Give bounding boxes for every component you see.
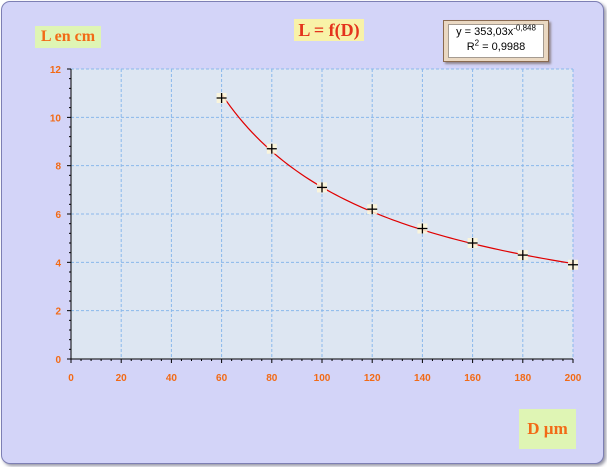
- x-tick-label: 20: [116, 373, 128, 384]
- y-tick-label: 8: [55, 162, 61, 173]
- x-tick-label: 140: [414, 373, 431, 384]
- y-tick-label: 2: [55, 307, 61, 318]
- x-tick-label: 120: [364, 373, 381, 384]
- r-squared-label: R: [466, 41, 475, 53]
- y-tick-label: 12: [50, 65, 62, 76]
- x-tick-label: 80: [266, 373, 278, 384]
- y-tick-label: 0: [55, 355, 61, 366]
- chart-title: L = f(D): [294, 19, 364, 41]
- equation-text: y = 353,03x: [456, 26, 514, 38]
- equation-line: y = 353,03x-0,848: [449, 23, 543, 40]
- y-tick-label: 10: [50, 113, 62, 124]
- x-tick-label: 60: [216, 373, 228, 384]
- tick-labels: 0 20 40 60 80 100 120 140 160 180 200 0 2 4 6 8 10 12: [50, 65, 582, 384]
- data-point: [467, 238, 478, 248]
- x-tick-label: 160: [464, 373, 481, 384]
- x-axis-label: D µm: [519, 409, 576, 449]
- x-tick-label: 180: [514, 373, 531, 384]
- data-points: [216, 93, 578, 270]
- x-tick-label: 0: [68, 373, 74, 384]
- y-tick-label: 4: [55, 258, 61, 269]
- data-point: [417, 223, 428, 234]
- trendline-curve: [221, 93, 574, 265]
- axes: [67, 68, 574, 363]
- trendline-equation: y = 353,03x-0,848 R2 = 0,9988: [448, 24, 544, 58]
- data-point: [216, 93, 227, 103]
- r-squared-value: = 0,9988: [479, 41, 526, 53]
- data-point: [517, 250, 528, 261]
- y-tick-label: 6: [55, 210, 61, 221]
- x-tick-label: 200: [565, 373, 582, 384]
- equation-exponent: -0,848: [513, 23, 536, 33]
- x-tick-label: 100: [314, 373, 331, 384]
- trendline-equation-box[interactable]: y = 353,03x-0,848 R2 = 0,9988: [443, 20, 549, 62]
- chart-svg: 0 20 40 60 80 100 120 140 160 180 200 0 2 4 6 8 10 12: [50, 65, 582, 384]
- data-point: [317, 182, 327, 193]
- grid-lines: [71, 68, 574, 359]
- data-point: [266, 143, 277, 154]
- data-point: [568, 259, 578, 270]
- data-point: [367, 204, 378, 215]
- r-squared-line: R2 = 0,9988: [449, 38, 543, 55]
- r-squared-sup: 2: [474, 38, 480, 48]
- y-axis-label: L en cm: [35, 26, 101, 48]
- x-tick-label: 40: [166, 373, 178, 384]
